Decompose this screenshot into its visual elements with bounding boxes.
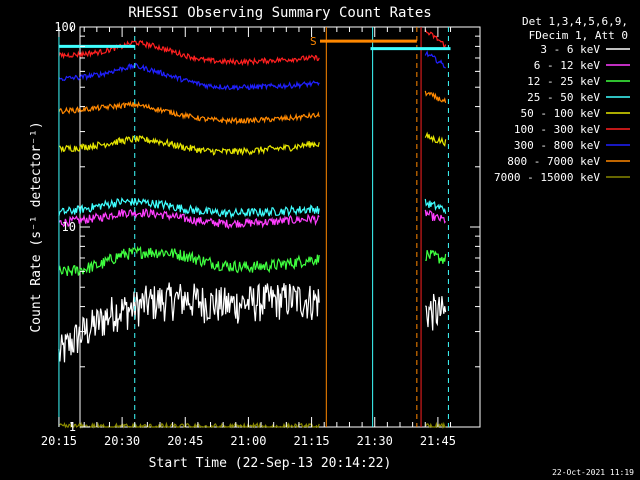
series-line-25-50-kev-segment-2 <box>424 198 447 214</box>
series-line-800-7000-kev-segment-1 <box>58 100 320 126</box>
series-line-3-6-kev-segment-1 <box>58 282 320 363</box>
series-line-25-50-kev-segment-1 <box>58 197 320 220</box>
x-tick-label: 21:15 <box>294 434 330 448</box>
legend: Det 1,3,4,5,6,9, FDecim 1, Att 0 3 - 6 k… <box>494 15 630 184</box>
series-line-6-12-kev-segment-2 <box>424 209 447 224</box>
series-line-800-7000-kev-segment-2 <box>424 90 447 103</box>
legend-header-line-1: Det 1,3,4,5,6,9, <box>522 15 628 28</box>
date-stamp: 22-Oct-2021 11:19 <box>552 468 634 477</box>
y-tick-label: 10 <box>62 220 76 234</box>
series-line-300-800-kev-segment-2 <box>424 50 446 69</box>
series-line-12-25-kev-segment-1 <box>58 245 320 277</box>
series-line-7000-15000-kev-segment-2 <box>425 421 446 430</box>
series-layer <box>58 29 447 430</box>
x-axis-label: Start Time (22-Sep-13 20:14:22) <box>149 456 392 471</box>
overlay-layer: S <box>58 27 451 427</box>
series-line-6-12-kev-segment-1 <box>58 207 320 230</box>
x-tick-label: 20:45 <box>167 434 203 448</box>
legend-label-25-50-kev: 25 - 50 keV <box>527 91 600 104</box>
x-tick-label: 21:45 <box>420 434 456 448</box>
y-tick-label: 100 <box>54 20 76 34</box>
series-line-50-100-kev-segment-2 <box>424 131 447 147</box>
x-tick-label: 20:15 <box>41 434 77 448</box>
x-ticks: 20:15 20:30 20:45 21:00 21:15 21:30 21:45 <box>41 27 456 448</box>
x-tick-label: 21:00 <box>230 434 266 448</box>
series-line-100-300-kev-segment-1 <box>58 40 320 67</box>
legend-label-12-25-kev: 12 - 25 keV <box>527 75 600 88</box>
series-line-12-25-kev-segment-2 <box>425 249 447 264</box>
legend-label-100-300-kev: 100 - 300 keV <box>514 123 600 136</box>
x-tick-label: 21:30 <box>357 434 393 448</box>
series-line-7000-15000-kev-segment-1 <box>58 421 320 430</box>
legend-label-3-6-kev: 3 - 6 keV <box>540 43 600 56</box>
x-tick-label: 20:30 <box>104 434 140 448</box>
legend-label-50-100-kev: 50 - 100 keV <box>521 107 601 120</box>
legend-header-line-2: FDecim 1, Att 0 <box>529 29 628 42</box>
saa-label: S <box>310 35 317 48</box>
legend-label-6-12-kev: 6 - 12 keV <box>534 59 601 72</box>
legend-label-7000-15000-kev: 7000 - 15000 keV <box>494 171 600 184</box>
legend-label-800-7000-kev: 800 - 7000 keV <box>507 155 600 168</box>
y-ticks: 1 10 100 <box>54 20 480 434</box>
series-line-3-6-kev-segment-2 <box>425 293 447 331</box>
y-axis-label: Count Rate (s⁻¹ detector⁻¹) <box>29 121 44 332</box>
series-line-300-800-kev-segment-1 <box>58 62 320 91</box>
series-line-100-300-kev-segment-2 <box>424 29 447 48</box>
legend-items: 3 - 6 keV 6 - 12 keV 12 - 25 keV 25 - 50 ke… <box>494 43 630 184</box>
series-line-50-100-kev-segment-1 <box>58 135 320 156</box>
y-tick-label: 1 <box>69 420 76 434</box>
chart-title: RHESSI Observing Summary Count Rates <box>128 5 431 21</box>
legend-label-300-800-kev: 300 - 800 keV <box>514 139 600 152</box>
